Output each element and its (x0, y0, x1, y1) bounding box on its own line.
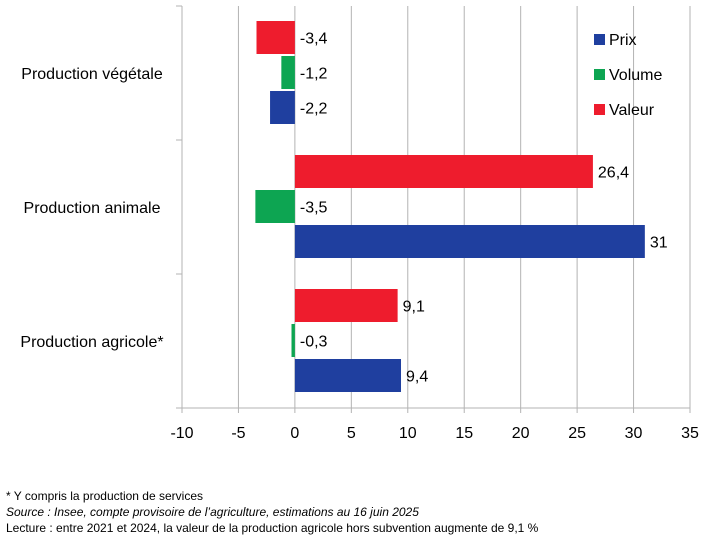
legend-label: Prix (609, 32, 637, 49)
x-tick-label: 25 (568, 425, 586, 442)
legend-swatch-prix (594, 34, 605, 45)
category-label: Production animale (24, 200, 161, 217)
bar-prix (270, 91, 295, 124)
data-label: -0,3 (300, 334, 328, 351)
bar-volume (281, 56, 295, 89)
legend-label: Valeur (609, 102, 655, 119)
bar-prix (294, 359, 402, 392)
bars: -3,4 -1,2 -2,2 26,4 -3,5 31 9,1 -0,3 9,4 (255, 21, 668, 392)
data-label: 9,4 (406, 369, 428, 386)
bar-volume (255, 190, 295, 223)
x-tick-label: -5 (231, 425, 245, 442)
x-tick-label: 30 (625, 425, 643, 442)
bar-volume (291, 324, 295, 357)
data-label: 31 (650, 235, 668, 252)
legend-label: Volume (609, 67, 662, 84)
chart-notes: * Y compris la production de services So… (6, 488, 538, 536)
bar-chart: -3,4 -1,2 -2,2 26,4 -3,5 31 9,1 -0,3 9,4 -10 -5 0 5… (20, 5, 699, 442)
data-label: -2,2 (300, 101, 328, 118)
legend: Prix Volume Valeur (594, 32, 662, 119)
reading-note: Lecture : entre 2021 et 2024, la valeur … (6, 521, 539, 535)
legend-swatch-volume (594, 69, 605, 80)
source-note: Source : Insee, compte provisoire de l’a… (6, 505, 419, 519)
bar-valeur (294, 289, 398, 322)
x-tick-label: 0 (290, 425, 299, 442)
x-tick-label: 35 (681, 425, 699, 442)
footnote: * Y compris la production de services (6, 489, 203, 503)
x-tick-label: 5 (347, 425, 356, 442)
category-label: Production végétale (21, 66, 163, 83)
bar-prix (294, 225, 645, 258)
data-label: -1,2 (300, 66, 328, 83)
x-tick-label: 15 (455, 425, 473, 442)
category-label: Production agricole* (20, 334, 163, 351)
data-label: 9,1 (403, 299, 425, 316)
data-label: -3,4 (300, 31, 328, 48)
bar-valeur (256, 21, 295, 54)
data-label: 26,4 (598, 165, 629, 182)
bar-valeur (294, 155, 593, 188)
legend-swatch-valeur (594, 104, 605, 115)
axes: -10 -5 0 5 10 15 20 25 30 35 Production végétale Pr… (20, 5, 699, 442)
data-label: -3,5 (300, 200, 328, 217)
x-tick-label: 20 (512, 425, 530, 442)
x-tick-label: -10 (170, 425, 193, 442)
x-tick-label: 10 (399, 425, 417, 442)
